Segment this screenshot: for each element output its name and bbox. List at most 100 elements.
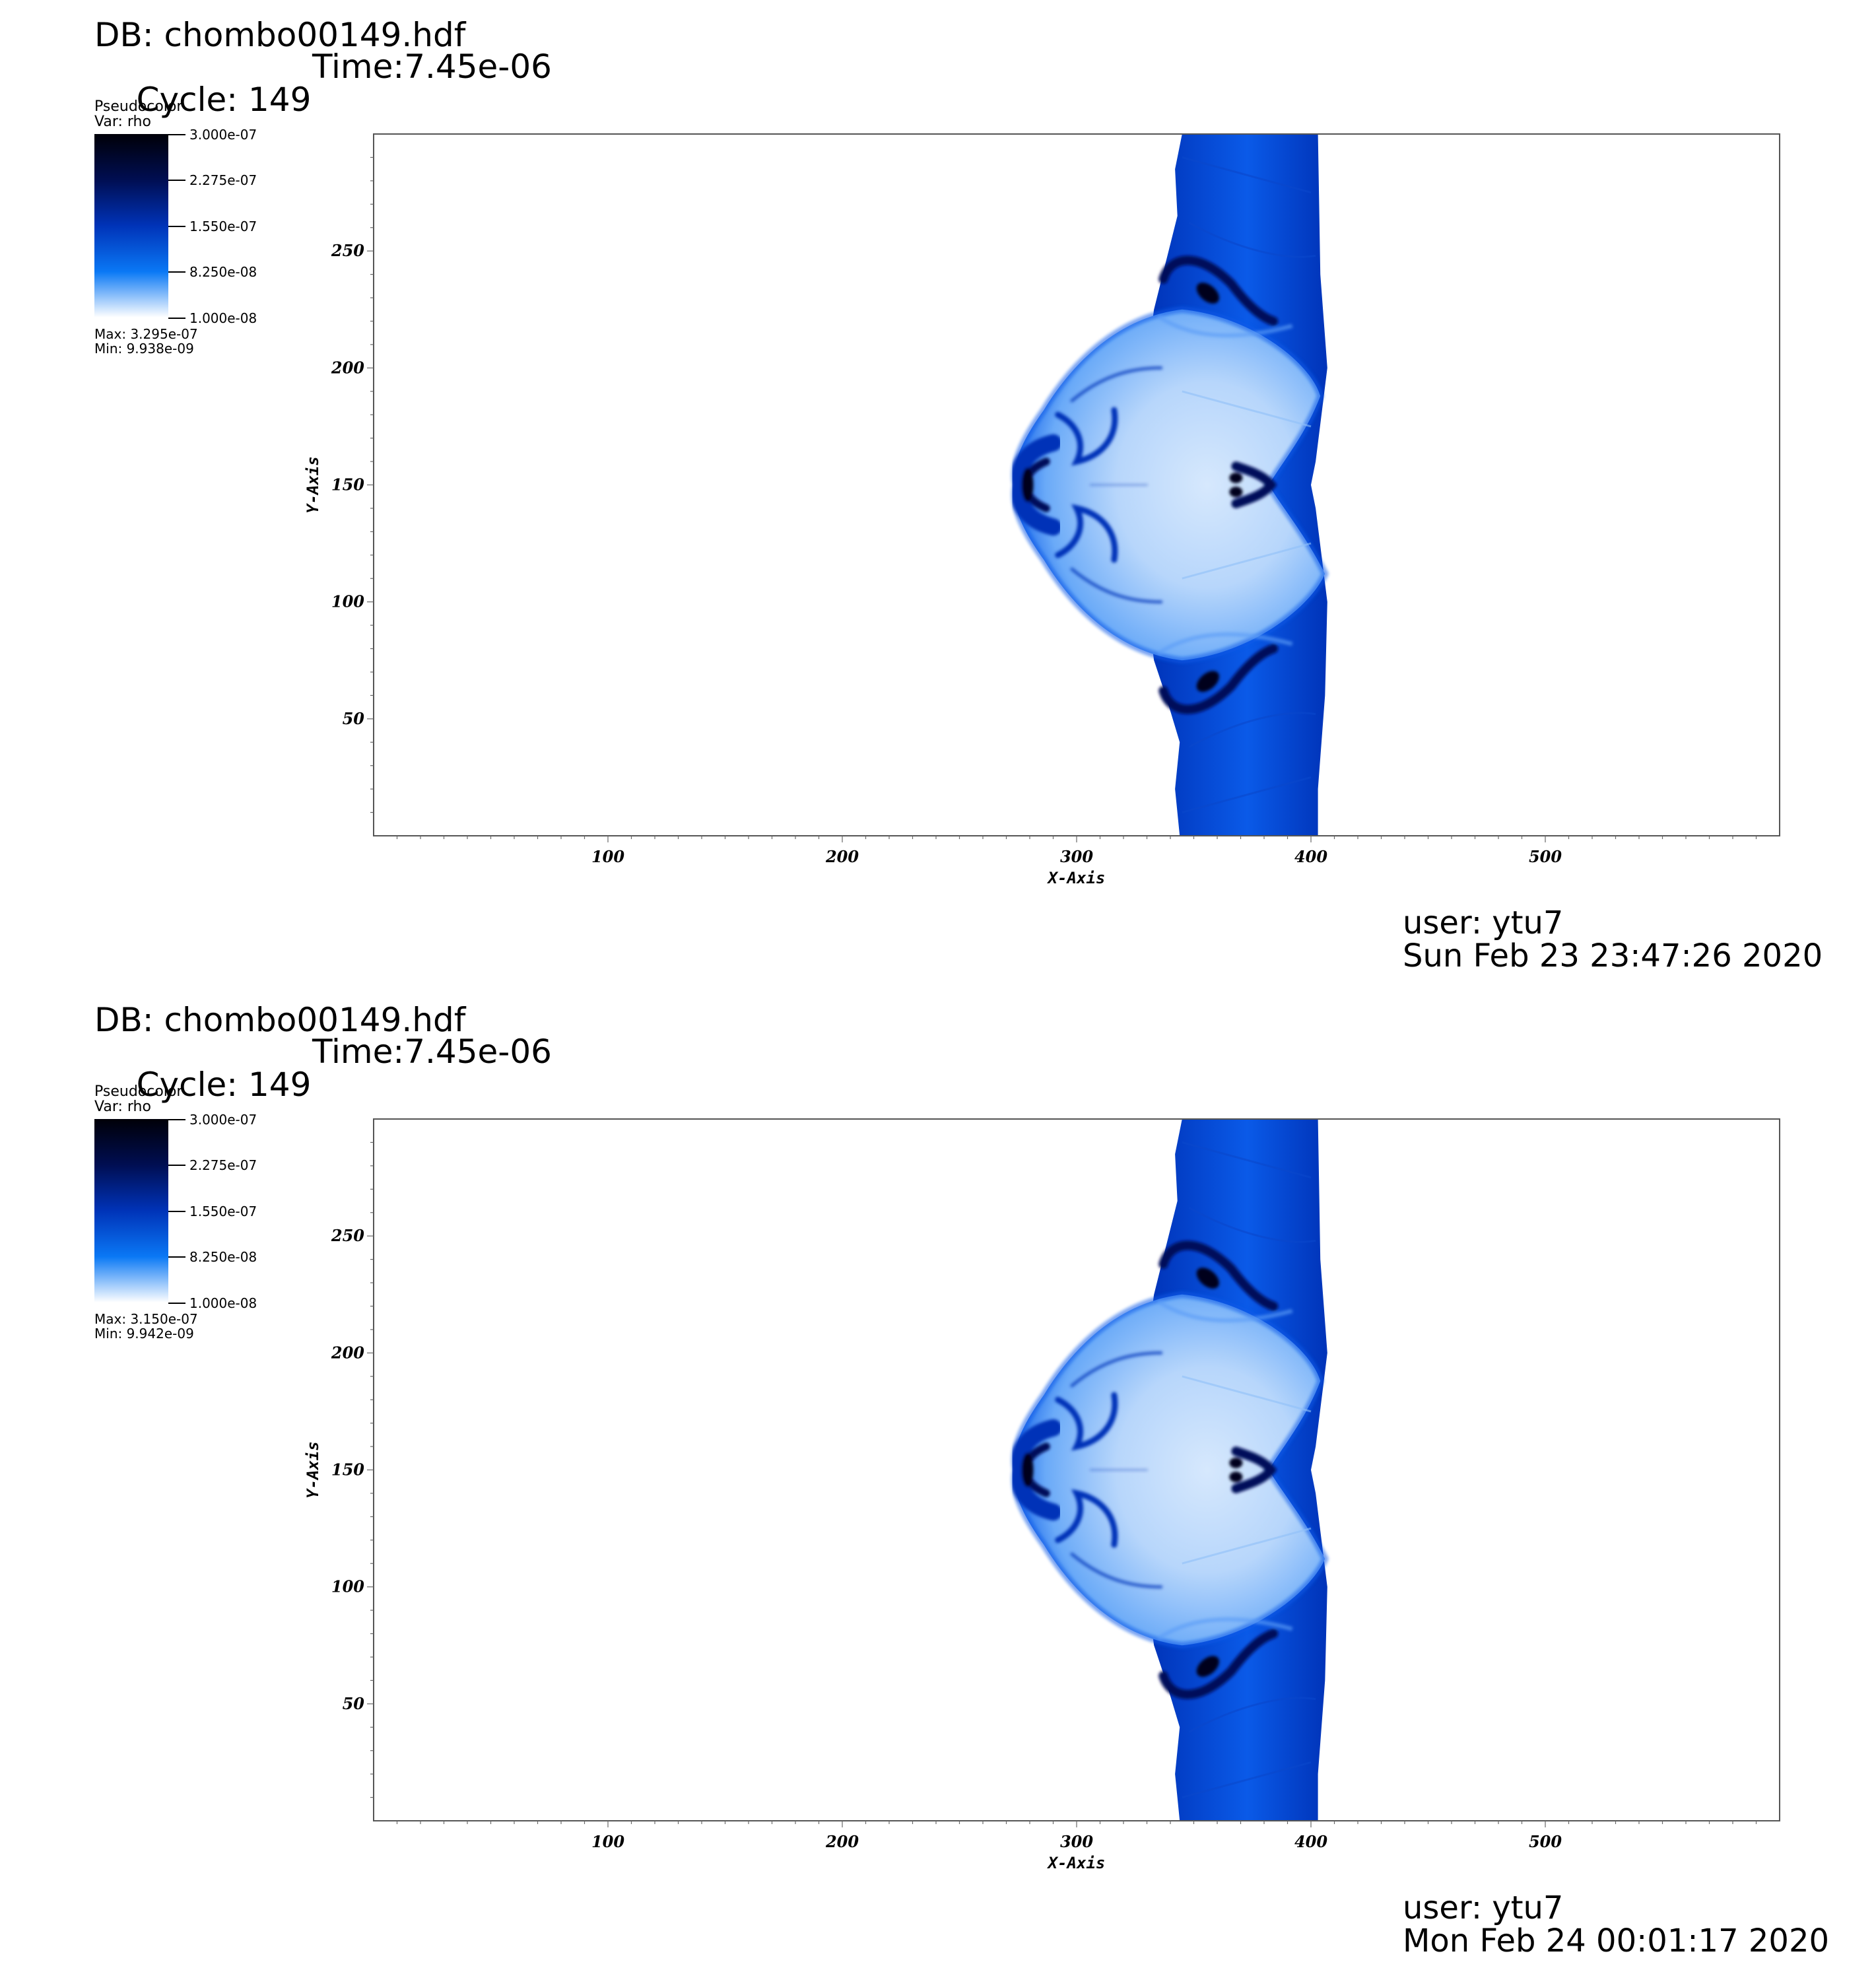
vortex-core-dark (1196, 671, 1219, 692)
vortex-shell (1158, 1240, 1279, 1311)
date-label: Sun Feb 23 23:47:26 2020 (1403, 937, 1823, 974)
time-label: Time:7.45e-06 (312, 48, 552, 86)
vortex-shell (1231, 461, 1277, 508)
axis-ticks (367, 156, 1757, 842)
vortex-core-dark (1196, 1268, 1219, 1289)
colorbar-label: 3.000e-07 (189, 1112, 257, 1128)
y-tick-label: 150 (331, 475, 364, 494)
x-tick-label: 100 (591, 1832, 624, 1851)
upper-vortex (1157, 1240, 1293, 1322)
colorbar-label: 8.250e-08 (189, 1249, 257, 1265)
shock-line (1188, 712, 1316, 748)
shock-line (1182, 1375, 1312, 1413)
db-label: DB: chombo00149.hdf (94, 16, 466, 54)
colorbar-tick (168, 180, 185, 181)
lower-vortex (1157, 632, 1293, 714)
vortex-shell (1231, 1446, 1277, 1493)
vortex-shell (1158, 1629, 1279, 1699)
plot-panel-2: DB: chombo00149.hdf Cycle: 149 Time:7.45e… (0, 985, 1876, 1970)
x-tick-label: 400 (1294, 847, 1327, 866)
vortex-core-dark (1229, 1472, 1243, 1483)
legend-plot-type: Pseudocolor (94, 98, 183, 115)
density-field (1011, 1119, 1329, 1821)
vortex-core-dark (1196, 1656, 1219, 1677)
colorbar-label: 8.250e-08 (189, 264, 257, 280)
bubble-rim (1011, 1291, 1329, 1649)
y-tick-label: 200 (331, 1343, 364, 1362)
colorbar-tick (168, 1256, 185, 1258)
legend-variable: Var: rho (94, 1099, 151, 1115)
axis-ticks (367, 1141, 1757, 1827)
shear-band (1157, 1617, 1293, 1641)
shocked-bubble (1014, 309, 1325, 661)
legend-min: Min: 9.942e-09 (94, 1326, 194, 1342)
vortex-filaments (1055, 1351, 1163, 1589)
x-tick-label: 100 (591, 847, 624, 866)
cycle-label: Cycle: 149 (136, 81, 312, 119)
filament (1070, 366, 1163, 403)
cycle-time-line: Cycle: 149 Time:7.45e-06 (94, 50, 552, 149)
x-tick-label: 500 (1529, 1832, 1562, 1851)
x-tick-label: 200 (825, 1832, 859, 1851)
user-label: user: ytu7 (1403, 904, 1564, 941)
shock-line (1182, 156, 1312, 194)
vortex-filaments (1055, 366, 1163, 604)
y-tick-label: 150 (331, 1460, 364, 1479)
shocked-bubble (1014, 1294, 1325, 1646)
shock-lines (1182, 1141, 1316, 1799)
left-vortex-cluster (1011, 434, 1062, 536)
vortex-core-dark (1021, 467, 1034, 502)
legend-max: Max: 3.295e-07 (94, 326, 198, 342)
y-axis-title: Y-Axis (304, 1441, 322, 1499)
right-vortex-pair (1229, 1446, 1277, 1493)
y-tick-label: 100 (331, 1577, 364, 1596)
cycle-time-line: Cycle: 149 Time:7.45e-06 (94, 1035, 552, 1134)
vortex-core-dark (1021, 1452, 1034, 1487)
legend-max: Max: 3.150e-07 (94, 1311, 198, 1327)
plot-panel-1: DB: chombo00149.hdf Cycle: 149 Time:7.45e… (94, 16, 1823, 974)
x-axis-title: X-Axis (1047, 1854, 1106, 1872)
vortex-core-dark (1229, 472, 1243, 483)
filament (1055, 504, 1118, 563)
vortex-shell (1158, 644, 1279, 714)
y-axis-title: Y-Axis (304, 456, 322, 514)
colorbar-tick (168, 271, 185, 273)
pseudocolor-plot: 100 200 300 400 500 50 100 150 200 250 X-Axis Y-Axi… (304, 1118, 1780, 1872)
filament (1070, 1552, 1163, 1589)
density-field (1011, 134, 1329, 836)
shock-lines (1182, 156, 1316, 814)
colorbar-label: 1.000e-08 (189, 1295, 257, 1311)
x-tick-label: 400 (1294, 1832, 1327, 1851)
cycle-label: Cycle: 149 (136, 1066, 312, 1104)
lower-vortex (1157, 1617, 1293, 1699)
legend-min: Min: 9.938e-09 (94, 341, 194, 357)
shock-line (1182, 390, 1312, 428)
x-axis-title: X-Axis (1047, 869, 1106, 887)
colorbar-label: 2.275e-07 (189, 172, 257, 188)
colorbar-tick (168, 134, 185, 135)
x-tick-label: 300 (1060, 1832, 1093, 1851)
x-tick-label: 200 (825, 847, 859, 866)
vortex-core-dark (1196, 283, 1219, 304)
colorbar-tick (168, 1165, 185, 1166)
x-tick-label: 500 (1529, 847, 1562, 866)
filament (1055, 1392, 1118, 1451)
shock-line (1182, 542, 1312, 580)
vortex-shell (1011, 1419, 1062, 1521)
colorbar-label: 3.000e-07 (189, 127, 257, 143)
user-label: user: ytu7 (1403, 1889, 1564, 1926)
pseudocolor-plot: 100 200 300 400 500 50 100 150 200 250 X-Axis Y-Axi… (304, 133, 1780, 887)
vortex-core-dark (1229, 487, 1243, 498)
colorbar-label: 2.275e-07 (189, 1157, 257, 1173)
shock-line (1188, 1207, 1316, 1243)
y-tick-label: 250 (331, 241, 364, 260)
vortex-shell (1011, 434, 1062, 536)
vortex-core-dark (1229, 1457, 1243, 1468)
left-vortex-cluster (1011, 1419, 1062, 1521)
date-label: Mon Feb 24 00:01:17 2020 (1403, 1922, 1830, 1959)
colorbar (94, 134, 168, 318)
legend-plot-type: Pseudocolor (94, 1083, 183, 1100)
shock-line (1182, 1141, 1312, 1179)
right-vortex-pair (1229, 461, 1277, 508)
shear-band (1157, 632, 1293, 656)
